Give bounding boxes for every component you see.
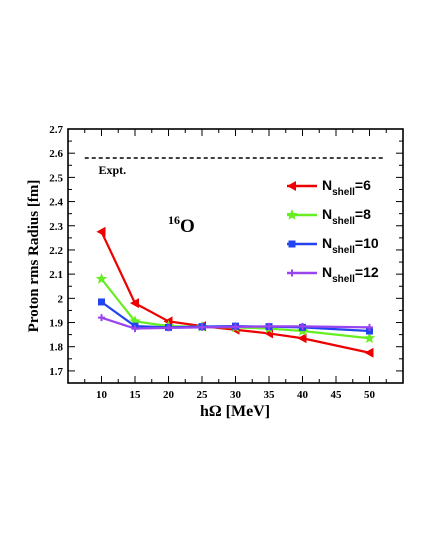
x-tick-label: 20 [163,389,175,401]
data-point [265,322,273,330]
data-point [297,333,307,344]
tick-labels: 10 15 20 25 30 35 40 45 50 1.7 1.8 1.9 2 2.1 2.2 2.3 2.4… [49,124,375,401]
data-point [366,323,373,331]
data-point [98,314,105,322]
series-3 [98,314,373,333]
legend: Nshell=6 Nshell=8 Nshell=10 Nshell=12 [286,177,379,285]
y-tick-label: 2.7 [49,124,63,136]
data-point [131,325,139,333]
legend-entry: Nshell=10 [287,235,379,256]
legend-marker [288,269,296,277]
y-tick-label: 2.1 [49,269,63,281]
x-tick-label: 35 [264,389,276,401]
x-tick-label: 30 [230,389,242,401]
data-point [366,327,373,335]
x-tick-label: 40 [297,389,309,401]
data-point [130,298,139,309]
data-point [165,324,172,332]
x-tick-label: 45 [331,389,343,401]
data-point [96,226,106,237]
x-tick-label: 50 [364,389,376,401]
x-tick-label: 10 [96,389,108,401]
data-point [129,315,141,327]
data-point [232,323,239,331]
y-tick-label: 1.9 [49,318,63,330]
y-tick-label: 2.6 [49,148,63,160]
x-tick-label: 15 [130,389,142,401]
element-symbol: O [180,216,195,237]
element-annotation: 16O [168,213,195,237]
legend-marker [288,240,296,248]
legend-label: Nshell=8 [322,206,371,227]
y-tick-label: 1.8 [49,342,63,354]
legend-label: Nshell=6 [322,177,371,198]
legend-entry: Nshell=12 [287,264,379,285]
legend-marker [287,181,296,191]
y-tick-label: 2 [58,293,64,305]
expt-label: Expt. [99,163,127,177]
legend-entry: Nshell=8 [286,206,371,227]
data-point [98,298,105,306]
legend-marker [286,209,298,220]
x-axis-label: hΩ [MeV] [200,403,270,420]
data-point [163,316,173,327]
legend-label: Nshell=10 [322,235,379,256]
data-point [198,323,206,331]
y-axis-label: Proton rms Radius [fm] [26,180,42,333]
legend-label: Nshell=12 [322,264,379,285]
data-point [364,347,374,358]
y-tick-label: 2.5 [49,172,63,184]
y-tick-label: 1.7 [49,366,63,378]
y-tick-label: 2.2 [49,245,63,257]
y-tick-label: 2.3 [49,221,63,233]
series-layer [95,226,376,358]
mass-number: 16 [168,213,180,227]
ticks [67,128,404,384]
x-tick-label: 25 [197,389,209,401]
data-point [299,322,306,330]
y-tick-label: 2.4 [49,197,63,209]
data-point [95,272,108,284]
series-line [101,316,370,330]
data-point [363,332,376,344]
legend-entry: Nshell=6 [287,177,371,198]
